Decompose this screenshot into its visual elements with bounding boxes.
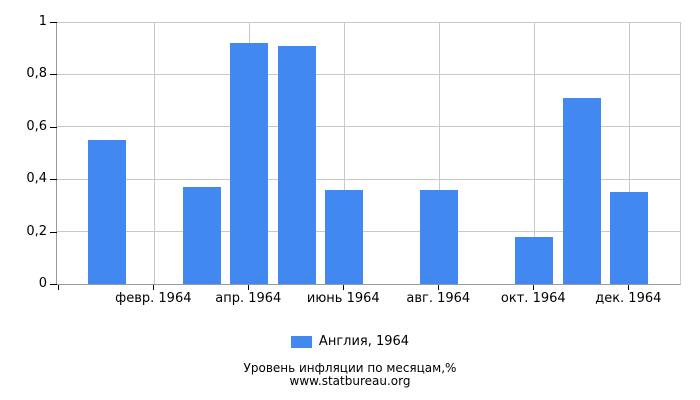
gridline-vertical — [533, 22, 535, 284]
y-tick-label: 1 — [38, 14, 47, 29]
chart-footer: Уровень инфляции по месяцам,% www.statbu… — [0, 362, 700, 387]
legend-label: Англия, 1964 — [318, 334, 410, 349]
x-tick-label: авг. 1964 — [406, 291, 471, 306]
bar-month-8 — [420, 189, 459, 284]
bar-month-3 — [182, 187, 221, 284]
gridline-vertical — [438, 22, 440, 284]
x-tick-label: апр. 1964 — [215, 291, 282, 306]
gridline-horizontal — [57, 73, 680, 75]
y-axis-tick — [50, 179, 57, 181]
bar-month-1 — [87, 139, 126, 284]
plot-area — [56, 21, 681, 285]
gridline-horizontal — [57, 231, 680, 233]
y-axis-tick — [50, 231, 57, 233]
gridline-vertical — [153, 22, 155, 284]
x-tick-label: дек. 1964 — [595, 291, 662, 306]
x-axis-tick — [533, 285, 535, 290]
chart-subtitle: Уровень инфляции по месяцам,% — [243, 361, 457, 375]
gridline-vertical — [343, 22, 345, 284]
bar-month-6 — [325, 189, 364, 284]
legend-swatch — [290, 335, 312, 348]
gridline-vertical — [628, 22, 630, 284]
x-axis-origin-tick — [58, 285, 59, 290]
x-tick-label: окт. 1964 — [500, 291, 566, 306]
y-axis-tick — [50, 22, 57, 23]
gridline-horizontal — [57, 21, 680, 23]
x-tick-label: февр. 1964 — [115, 291, 192, 306]
x-axis-tick — [248, 285, 250, 290]
bar-month-4 — [230, 42, 269, 284]
x-tick-label: июнь 1964 — [306, 291, 380, 306]
y-axis-tick — [50, 126, 57, 128]
source-url: www.statbureau.org — [289, 373, 411, 388]
y-axis-tick — [50, 284, 57, 285]
y-tick-label: 0,2 — [26, 223, 47, 239]
gridline-horizontal — [57, 126, 680, 128]
gridline-horizontal — [57, 178, 680, 180]
bar-month-5 — [277, 45, 316, 284]
bar-month-12 — [610, 192, 649, 284]
legend: Англия, 1964 — [0, 334, 700, 349]
bar-month-10 — [515, 236, 554, 284]
y-axis-tick — [50, 74, 57, 76]
bar-month-11 — [562, 97, 601, 284]
x-axis-tick — [153, 285, 155, 290]
y-tick-label: 0,4 — [26, 171, 47, 187]
x-axis-tick — [628, 285, 630, 290]
y-tick-label: 0,8 — [26, 66, 47, 82]
x-axis-tick — [343, 285, 345, 290]
y-tick-label: 0 — [38, 276, 47, 291]
x-axis-tick — [438, 285, 440, 290]
y-tick-label: 0,6 — [26, 118, 47, 134]
